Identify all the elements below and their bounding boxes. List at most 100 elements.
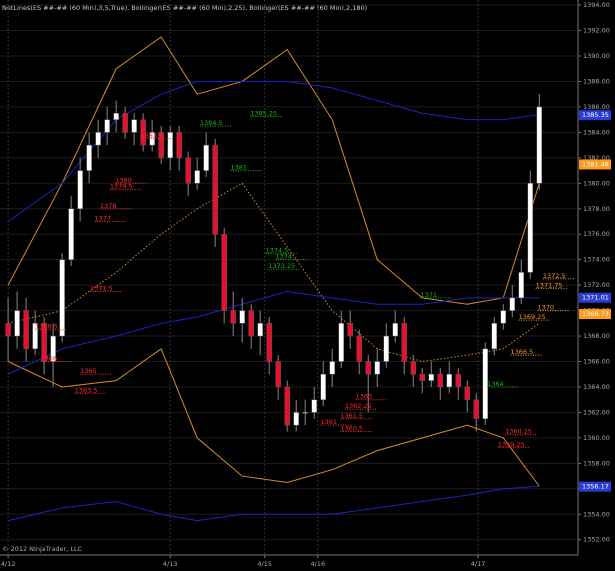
level-label: 1381 (230, 164, 247, 172)
candle-body (527, 183, 534, 273)
x-tick-label: 4/12 (1, 560, 16, 568)
band-line (7, 36, 540, 305)
candle-body (113, 113, 119, 120)
band-line (7, 348, 540, 487)
level-label: 1362.25 (345, 402, 372, 410)
chart-title: NetLines(ES ##-## (60 Min),3,5,True), Bo… (2, 4, 367, 12)
candle-body (446, 373, 453, 388)
candle-body (365, 361, 371, 375)
y-tick-label: 1364.00 (583, 383, 610, 391)
candle-body (518, 272, 525, 299)
candle-body (437, 373, 444, 388)
y-tick-label: 1378.00 (583, 205, 610, 213)
candle-body (86, 144, 92, 171)
candle-body (275, 361, 281, 388)
candle-body (536, 106, 543, 184)
level-label: 1364 (487, 380, 504, 388)
level-label: 1371 (420, 291, 437, 299)
y-tick-label: 1372.00 (583, 281, 610, 289)
level-label: 1384.5 (200, 119, 223, 127)
level-label: 1363.5 (75, 386, 98, 394)
level-label: 1371.5 (90, 285, 113, 293)
level-label: 1365 (80, 367, 97, 375)
candle-body (374, 361, 380, 375)
candle-body (230, 310, 236, 324)
candle-body (428, 373, 434, 381)
x-tick-label: 4/15 (257, 560, 272, 568)
candle-body (257, 323, 263, 337)
candle-body (329, 361, 335, 375)
candle-body (176, 132, 182, 159)
candle-body (77, 170, 83, 210)
level-label: 1374.5 (266, 246, 289, 254)
y-tick-label: 1354.00 (583, 510, 610, 518)
level-label: 1366.5 (510, 348, 533, 356)
candle-body (185, 157, 191, 184)
copyright: © 2012 NinjaTrader, LLC (2, 545, 83, 553)
candle-body (410, 361, 416, 375)
y-tick-label: 1366.00 (583, 358, 610, 366)
price-tag-label: 1369.73 (582, 310, 609, 318)
price-tag (579, 292, 611, 303)
candle-body (509, 297, 516, 311)
y-tick-label: 1374.00 (583, 256, 610, 264)
level-label: 1374 (275, 253, 292, 261)
candle-body (104, 119, 110, 133)
price-tag-label: 1385.35 (582, 111, 609, 119)
level-label: 1383.5 (140, 132, 163, 140)
level-label: 1359.25 (498, 440, 525, 448)
level-label: 1372.5 (543, 272, 566, 280)
level-label: 1360.5 (340, 425, 363, 433)
candle-body (455, 373, 462, 388)
candle-body (302, 412, 308, 414)
y-tick-label: 1386.00 (583, 103, 610, 111)
candle-body (158, 132, 164, 159)
price-tag (579, 159, 611, 170)
level-label: 1361.5 (340, 412, 363, 420)
level-label: 1377 (95, 214, 112, 222)
candle-body (419, 373, 425, 381)
candle-body (23, 310, 29, 350)
band-line (7, 485, 540, 522)
band-line (7, 182, 540, 363)
y-tick-label: 1362.00 (583, 408, 610, 416)
candle-body (266, 323, 272, 362)
y-tick-label: 1360.00 (583, 434, 610, 442)
y-tick-label: 1382.00 (583, 154, 610, 162)
level-label: 1368.5 (35, 323, 58, 331)
y-tick-label: 1358.00 (583, 459, 610, 467)
price-tag-label: 1356.17 (582, 483, 609, 491)
candle-body (32, 323, 38, 350)
y-tick-label: 1368.00 (583, 332, 610, 340)
candle-body (500, 310, 507, 324)
candle-body (122, 113, 128, 133)
y-tick-label: 1376.00 (583, 230, 610, 238)
level-label: 1378 (100, 202, 117, 210)
candle-body (347, 323, 353, 337)
level-label: 1385.25 (250, 109, 277, 117)
x-tick-label: 4/17 (471, 560, 486, 568)
candle-body (401, 323, 407, 362)
candle-body (239, 310, 245, 324)
x-tick-label: 4/13 (163, 560, 178, 568)
price-tag-label: 1381.48 (582, 160, 609, 168)
candle-body (140, 119, 146, 146)
level-label: 1371.75 (536, 281, 563, 289)
candle-body (464, 386, 471, 400)
candle-body (284, 386, 290, 426)
candle-body (131, 119, 137, 133)
candle-body (356, 335, 362, 362)
candle-body (383, 335, 389, 362)
candle-body (41, 323, 47, 362)
level-label: 1366 (41, 355, 58, 363)
level-label: 1369.25 (519, 313, 546, 321)
y-tick-label: 1390.00 (583, 52, 610, 60)
candle-body (248, 310, 254, 337)
candle-body (293, 412, 299, 426)
level-label: 1373.25 (268, 262, 295, 270)
candle-body (194, 170, 200, 184)
y-tick-label: 1380.00 (583, 179, 610, 187)
candle-body (68, 208, 74, 260)
